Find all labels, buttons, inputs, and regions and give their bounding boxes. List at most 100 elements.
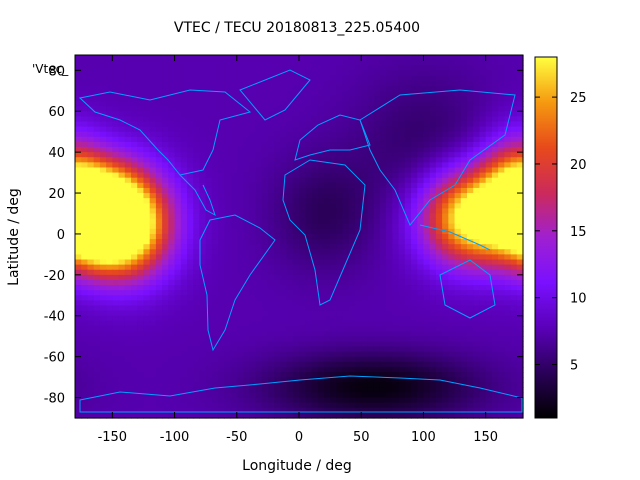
- heatmap-cell: [386, 131, 393, 138]
- heatmap-cell: [261, 60, 269, 66]
- heatmap-cell: [124, 371, 132, 378]
- heatmap-cell: [473, 228, 481, 235]
- heatmap-cell: [454, 315, 462, 322]
- heatmap-cell: [323, 157, 331, 163]
- heatmap-cell: [199, 402, 207, 409]
- heatmap-cell: [404, 126, 412, 133]
- heatmap-cell: [448, 382, 456, 388]
- heatmap-cell: [379, 290, 387, 296]
- heatmap-cell: [118, 223, 126, 230]
- heatmap-cell: [174, 382, 182, 388]
- heatmap-cell: [118, 382, 126, 388]
- heatmap-cell: [473, 366, 481, 373]
- heatmap-cell: [429, 305, 437, 312]
- heatmap-cell: [411, 193, 418, 199]
- heatmap-cell: [404, 65, 412, 71]
- heatmap-cell: [404, 70, 412, 77]
- heatmap-cell: [292, 351, 300, 358]
- heatmap-cell: [106, 208, 113, 215]
- heatmap-cell: [224, 121, 232, 128]
- heatmap-cell: [205, 295, 213, 302]
- heatmap-cell: [460, 136, 468, 143]
- heatmap-cell: [411, 371, 418, 378]
- heatmap-cell: [143, 218, 151, 225]
- heatmap-cell: [255, 116, 263, 123]
- heatmap-cell: [442, 70, 449, 77]
- heatmap-cell: [143, 295, 151, 302]
- heatmap-cell: [442, 218, 449, 225]
- heatmap-cell: [93, 402, 101, 409]
- heatmap-cell: [124, 356, 132, 363]
- heatmap-cell: [361, 75, 369, 82]
- heatmap-cell: [317, 346, 325, 353]
- heatmap-cell: [211, 274, 219, 281]
- heatmap-cell: [348, 80, 356, 87]
- heatmap-cell: [491, 121, 499, 128]
- heatmap-cell: [93, 60, 101, 66]
- heatmap-cell: [236, 65, 244, 71]
- heatmap-cell: [491, 341, 499, 348]
- heatmap-cell: [330, 131, 337, 138]
- heatmap-cell: [168, 60, 176, 66]
- heatmap-cell: [498, 331, 505, 337]
- heatmap-cell: [193, 310, 201, 317]
- heatmap-cell: [137, 279, 145, 286]
- heatmap-cell: [81, 203, 89, 209]
- heatmap-cell: [355, 259, 362, 266]
- heatmap-cell: [118, 198, 126, 204]
- heatmap-cell: [336, 80, 344, 87]
- heatmap-cell: [137, 387, 145, 394]
- heatmap-cell: [317, 285, 325, 291]
- heatmap-cell: [286, 152, 294, 158]
- heatmap-cell: [355, 55, 362, 61]
- heatmap-cell: [305, 101, 313, 107]
- heatmap-cell: [330, 233, 337, 240]
- heatmap-cell: [193, 152, 201, 158]
- heatmap-cell: [112, 336, 120, 342]
- heatmap-cell: [174, 361, 182, 368]
- heatmap-cell: [460, 377, 468, 383]
- heatmap-cell: [224, 55, 232, 61]
- heatmap-cell: [118, 366, 126, 373]
- heatmap-cell: [367, 141, 375, 148]
- heatmap-cell: [199, 218, 207, 225]
- heatmap-cell: [342, 346, 350, 353]
- heatmap-cell: [299, 320, 306, 327]
- heatmap-cell: [124, 213, 132, 220]
- heatmap-cell: [218, 254, 225, 261]
- heatmap-cell: [473, 193, 481, 199]
- heatmap-cell: [174, 208, 182, 215]
- heatmap-cell: [162, 300, 169, 307]
- heatmap-cell: [485, 208, 493, 215]
- heatmap-cell: [87, 295, 95, 302]
- heatmap-cell: [131, 269, 138, 276]
- heatmap-cell: [236, 392, 244, 399]
- heatmap-cell: [516, 177, 524, 184]
- heatmap-cell: [230, 331, 238, 337]
- heatmap-cell: [180, 208, 188, 215]
- heatmap-cell: [149, 126, 157, 133]
- heatmap-cell: [454, 116, 462, 123]
- heatmap-cell: [516, 60, 524, 66]
- heatmap-cell: [330, 244, 337, 250]
- heatmap-cell: [379, 228, 387, 235]
- heatmap-cell: [131, 198, 138, 204]
- heatmap-cell: [429, 356, 437, 363]
- heatmap-cell: [305, 392, 313, 399]
- heatmap-cell: [124, 305, 132, 312]
- heatmap-cell: [317, 274, 325, 281]
- heatmap-cell: [460, 187, 468, 194]
- heatmap-cell: [143, 198, 151, 204]
- heatmap-cell: [75, 106, 82, 112]
- heatmap-cell: [473, 320, 481, 327]
- heatmap-cell: [75, 75, 82, 82]
- heatmap-cell: [417, 162, 425, 169]
- heatmap-cell: [510, 80, 518, 87]
- heatmap-cell: [479, 126, 487, 133]
- heatmap-cell: [473, 223, 481, 230]
- heatmap-cell: [479, 366, 487, 373]
- heatmap-cell: [112, 177, 120, 184]
- heatmap-cell: [417, 106, 425, 112]
- heatmap-cell: [448, 85, 456, 92]
- heatmap-cell: [460, 239, 468, 245]
